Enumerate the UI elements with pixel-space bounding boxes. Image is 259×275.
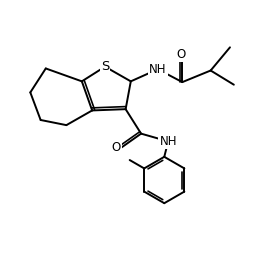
Text: S: S — [101, 60, 109, 73]
Text: NH: NH — [149, 63, 167, 76]
Text: O: O — [176, 48, 186, 61]
Text: NH: NH — [159, 135, 177, 148]
Text: O: O — [111, 141, 121, 154]
